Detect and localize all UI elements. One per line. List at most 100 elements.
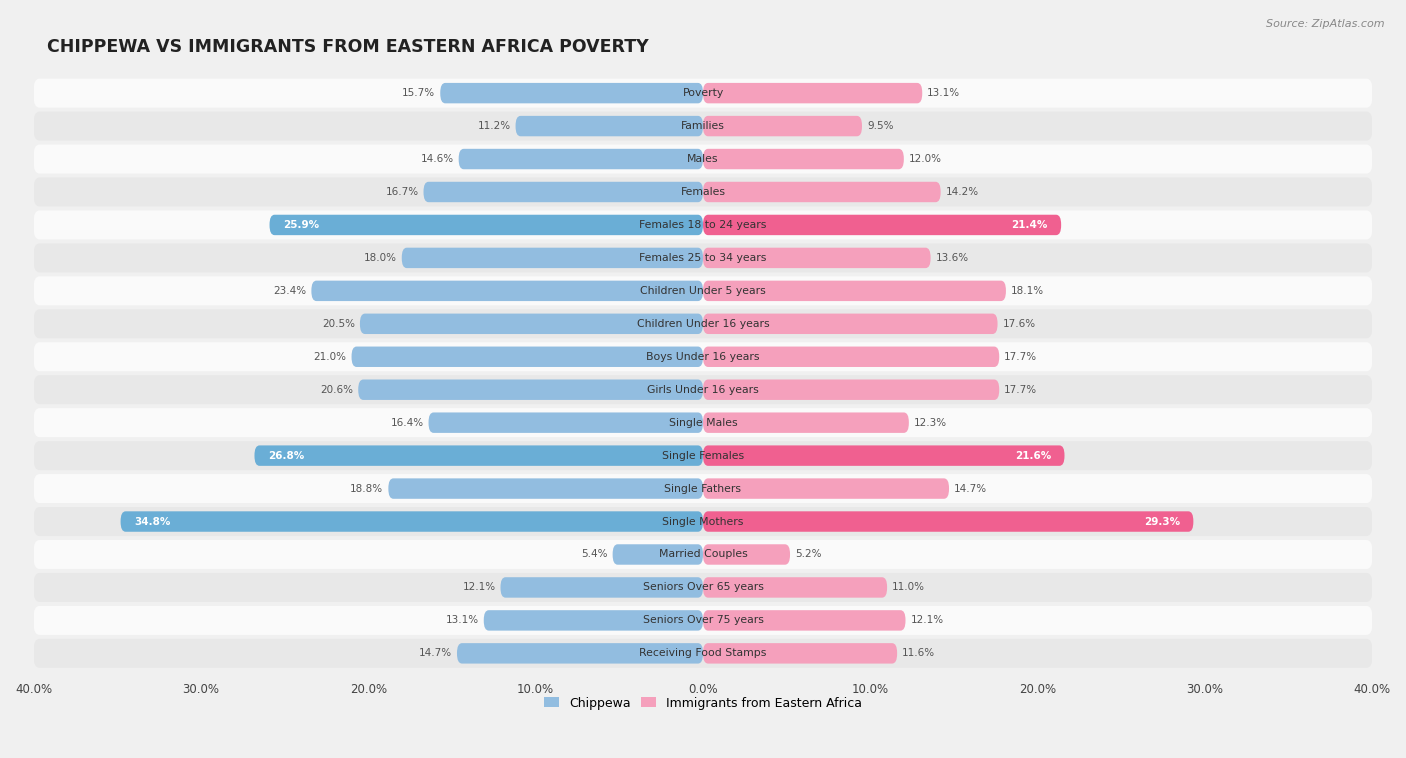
- FancyBboxPatch shape: [388, 478, 703, 499]
- FancyBboxPatch shape: [703, 280, 1005, 301]
- FancyBboxPatch shape: [516, 116, 703, 136]
- Text: 11.0%: 11.0%: [893, 582, 925, 593]
- Text: Married Couples: Married Couples: [658, 550, 748, 559]
- Text: 18.8%: 18.8%: [350, 484, 384, 493]
- Text: 21.6%: 21.6%: [1015, 450, 1052, 461]
- FancyBboxPatch shape: [34, 639, 1372, 668]
- FancyBboxPatch shape: [34, 177, 1372, 206]
- FancyBboxPatch shape: [703, 380, 1000, 400]
- FancyBboxPatch shape: [703, 215, 1062, 235]
- FancyBboxPatch shape: [359, 380, 703, 400]
- FancyBboxPatch shape: [34, 375, 1372, 404]
- Text: 14.6%: 14.6%: [420, 154, 454, 164]
- Legend: Chippewa, Immigrants from Eastern Africa: Chippewa, Immigrants from Eastern Africa: [538, 691, 868, 715]
- Text: 26.8%: 26.8%: [269, 450, 304, 461]
- FancyBboxPatch shape: [703, 116, 862, 136]
- Text: 21.0%: 21.0%: [314, 352, 346, 362]
- FancyBboxPatch shape: [423, 182, 703, 202]
- FancyBboxPatch shape: [703, 248, 931, 268]
- FancyBboxPatch shape: [34, 408, 1372, 437]
- FancyBboxPatch shape: [34, 540, 1372, 569]
- Text: Single Fathers: Single Fathers: [665, 484, 741, 493]
- Text: Single Mothers: Single Mothers: [662, 516, 744, 527]
- FancyBboxPatch shape: [34, 441, 1372, 470]
- FancyBboxPatch shape: [34, 243, 1372, 272]
- Text: 25.9%: 25.9%: [283, 220, 319, 230]
- FancyBboxPatch shape: [703, 446, 1064, 466]
- Text: 17.7%: 17.7%: [1004, 352, 1038, 362]
- FancyBboxPatch shape: [121, 512, 703, 532]
- Text: 15.7%: 15.7%: [402, 88, 436, 98]
- Text: Single Males: Single Males: [669, 418, 737, 428]
- FancyBboxPatch shape: [360, 314, 703, 334]
- Text: Children Under 5 years: Children Under 5 years: [640, 286, 766, 296]
- Text: 20.5%: 20.5%: [322, 319, 354, 329]
- Text: Females: Females: [681, 187, 725, 197]
- Text: Females 25 to 34 years: Females 25 to 34 years: [640, 253, 766, 263]
- Text: 29.3%: 29.3%: [1144, 516, 1180, 527]
- Text: Males: Males: [688, 154, 718, 164]
- FancyBboxPatch shape: [703, 412, 908, 433]
- Text: 12.1%: 12.1%: [463, 582, 495, 593]
- Text: Females 18 to 24 years: Females 18 to 24 years: [640, 220, 766, 230]
- FancyBboxPatch shape: [34, 474, 1372, 503]
- Text: 14.7%: 14.7%: [955, 484, 987, 493]
- FancyBboxPatch shape: [34, 211, 1372, 240]
- Text: Poverty: Poverty: [682, 88, 724, 98]
- FancyBboxPatch shape: [703, 578, 887, 597]
- FancyBboxPatch shape: [703, 149, 904, 169]
- Text: 13.6%: 13.6%: [935, 253, 969, 263]
- FancyBboxPatch shape: [703, 83, 922, 103]
- FancyBboxPatch shape: [34, 606, 1372, 635]
- Text: 11.6%: 11.6%: [903, 648, 935, 659]
- FancyBboxPatch shape: [34, 573, 1372, 602]
- FancyBboxPatch shape: [703, 643, 897, 663]
- Text: 5.4%: 5.4%: [581, 550, 607, 559]
- FancyBboxPatch shape: [34, 309, 1372, 338]
- FancyBboxPatch shape: [484, 610, 703, 631]
- FancyBboxPatch shape: [457, 643, 703, 663]
- FancyBboxPatch shape: [34, 111, 1372, 140]
- Text: 21.4%: 21.4%: [1011, 220, 1047, 230]
- Text: 14.7%: 14.7%: [419, 648, 451, 659]
- FancyBboxPatch shape: [270, 215, 703, 235]
- FancyBboxPatch shape: [703, 478, 949, 499]
- FancyBboxPatch shape: [34, 79, 1372, 108]
- Text: 17.6%: 17.6%: [1002, 319, 1036, 329]
- Text: 5.2%: 5.2%: [794, 550, 821, 559]
- FancyBboxPatch shape: [703, 346, 1000, 367]
- FancyBboxPatch shape: [703, 512, 1194, 532]
- Text: 16.4%: 16.4%: [391, 418, 423, 428]
- Text: 23.4%: 23.4%: [273, 286, 307, 296]
- FancyBboxPatch shape: [703, 544, 790, 565]
- Text: Single Females: Single Females: [662, 450, 744, 461]
- FancyBboxPatch shape: [440, 83, 703, 103]
- Text: Children Under 16 years: Children Under 16 years: [637, 319, 769, 329]
- Text: 12.3%: 12.3%: [914, 418, 948, 428]
- Text: Seniors Over 75 years: Seniors Over 75 years: [643, 615, 763, 625]
- Text: Source: ZipAtlas.com: Source: ZipAtlas.com: [1267, 19, 1385, 29]
- FancyBboxPatch shape: [703, 182, 941, 202]
- Text: 11.2%: 11.2%: [478, 121, 510, 131]
- Text: Girls Under 16 years: Girls Under 16 years: [647, 385, 759, 395]
- Text: 18.1%: 18.1%: [1011, 286, 1045, 296]
- Text: 16.7%: 16.7%: [385, 187, 419, 197]
- FancyBboxPatch shape: [458, 149, 703, 169]
- Text: Receiving Food Stamps: Receiving Food Stamps: [640, 648, 766, 659]
- FancyBboxPatch shape: [501, 578, 703, 597]
- Text: 13.1%: 13.1%: [446, 615, 478, 625]
- Text: 13.1%: 13.1%: [928, 88, 960, 98]
- FancyBboxPatch shape: [34, 343, 1372, 371]
- FancyBboxPatch shape: [429, 412, 703, 433]
- FancyBboxPatch shape: [613, 544, 703, 565]
- FancyBboxPatch shape: [34, 277, 1372, 305]
- FancyBboxPatch shape: [254, 446, 703, 466]
- Text: Families: Families: [681, 121, 725, 131]
- FancyBboxPatch shape: [703, 610, 905, 631]
- Text: 20.6%: 20.6%: [321, 385, 353, 395]
- Text: 12.1%: 12.1%: [911, 615, 943, 625]
- FancyBboxPatch shape: [402, 248, 703, 268]
- Text: Seniors Over 65 years: Seniors Over 65 years: [643, 582, 763, 593]
- FancyBboxPatch shape: [34, 145, 1372, 174]
- Text: 14.2%: 14.2%: [946, 187, 979, 197]
